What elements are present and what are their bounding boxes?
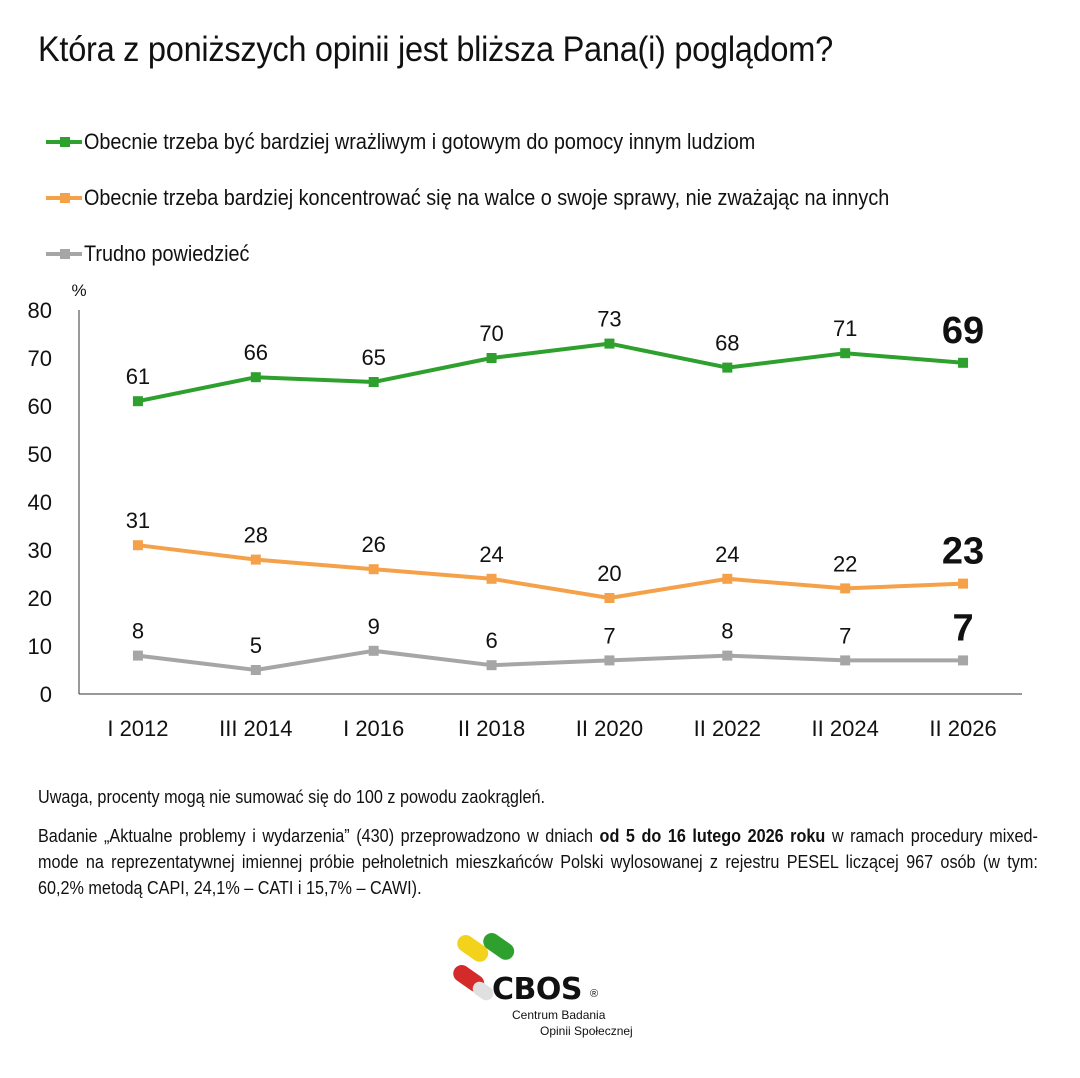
- data-point-marker: [722, 650, 733, 661]
- data-label: 28: [244, 523, 268, 548]
- methodology-text: Badanie „Aktualne problemy i wydarzenia”…: [38, 823, 1038, 901]
- data-label: 71: [833, 316, 857, 341]
- data-label: 24: [479, 542, 503, 567]
- data-label-latest: 7: [952, 607, 973, 649]
- data-point-marker: [958, 357, 969, 368]
- x-tick-label: II 2018: [458, 716, 525, 741]
- data-point-marker: [250, 554, 261, 565]
- data-label: 66: [244, 340, 268, 365]
- data-label: 26: [361, 532, 385, 557]
- x-tick-label: III 2014: [219, 716, 292, 741]
- data-point-marker: [368, 564, 379, 575]
- data-point-marker: [604, 593, 615, 603]
- data-point-marker: [132, 540, 143, 551]
- data-point-marker: [604, 655, 615, 666]
- legend-swatch-orange: [46, 188, 82, 208]
- x-tick-label: II 2026: [929, 716, 996, 741]
- y-tick-label: 50: [28, 442, 52, 467]
- data-label: 61: [126, 364, 150, 389]
- data-point-marker: [840, 583, 851, 594]
- methodology-dates: od 5 do 16 lutego 2026 roku: [599, 826, 826, 846]
- line-chart: 0 10 20 30 40 50 60 70 80% I 2012 III 2014 I 2016 II…: [28, 281, 1022, 741]
- logo-subtitle-2: Opinii Społecznej: [540, 1024, 633, 1038]
- data-point-marker: [486, 660, 497, 671]
- series-line-2: [137, 648, 964, 672]
- legend-swatch-green: [46, 132, 82, 152]
- data-label-latest: 69: [942, 310, 984, 352]
- footnote: Uwaga, procenty mogą nie sumować się do …: [38, 787, 545, 807]
- y-tick-label: 70: [28, 346, 52, 371]
- data-point-marker: [486, 573, 497, 584]
- y-tick-label: 30: [28, 538, 52, 563]
- x-tick-label: II 2024: [812, 716, 879, 741]
- data-label: 7: [603, 623, 615, 648]
- y-tick-label: 80: [28, 298, 52, 323]
- data-label: 20: [597, 561, 621, 586]
- y-tick-label: 0: [40, 682, 52, 707]
- data-point-marker: [958, 655, 969, 666]
- data-label: 73: [597, 307, 621, 332]
- data-label: 7: [839, 623, 851, 648]
- methodology-post: w ramach procedury mixed-mode na repreze…: [38, 826, 1038, 898]
- legend: Obecnie trzeba być bardziej wrażliwym i …: [46, 114, 979, 282]
- legend-item-helpful: Obecnie trzeba być bardziej wrażliwym i …: [46, 114, 979, 170]
- data-label: 24: [715, 542, 739, 567]
- cbos-logo: CBOS ® Centrum Badania Opinii Społecznej: [450, 932, 660, 1042]
- data-label: 68: [715, 331, 739, 356]
- data-label: 8: [132, 619, 144, 644]
- data-label: 9: [368, 614, 380, 639]
- legend-label: Obecnie trzeba być bardziej wrażliwym i …: [84, 129, 756, 154]
- data-point-marker: [368, 645, 379, 656]
- x-tick-label: II 2020: [576, 716, 643, 741]
- data-label: 8: [721, 619, 733, 644]
- x-tick-label: I 2016: [343, 716, 404, 741]
- logo-subtitle-1: Centrum Badania: [512, 1008, 606, 1022]
- chart-title: Która z poniższych opinii jest bliższa P…: [38, 30, 833, 69]
- data-point-marker: [840, 348, 851, 359]
- y-tick-label: 40: [28, 490, 52, 515]
- y-tick-label: 10: [28, 634, 52, 659]
- data-label: 70: [479, 321, 503, 346]
- data-point-marker: [250, 665, 261, 675]
- x-tick-label: I 2012: [107, 716, 168, 741]
- data-point-marker: [604, 338, 615, 349]
- data-point-marker: [250, 372, 261, 383]
- data-label: 5: [250, 633, 262, 658]
- legend-item-self-focused: Obecnie trzeba bardziej koncentrować się…: [46, 170, 979, 226]
- data-point-marker: [722, 362, 733, 373]
- data-point-marker: [722, 573, 733, 584]
- data-label: 31: [126, 508, 150, 533]
- series-line-0: [137, 341, 964, 404]
- legend-label: Obecnie trzeba bardziej koncentrować się…: [84, 185, 890, 210]
- y-axis-unit-label: %: [71, 281, 86, 300]
- data-point-marker: [132, 396, 143, 407]
- methodology-pre: Badanie „Aktualne problemy i wydarzenia”…: [38, 826, 600, 846]
- registered-mark: ®: [590, 988, 599, 1000]
- series-line-1: [137, 543, 964, 600]
- data-point-marker: [486, 353, 497, 363]
- data-label-latest: 23: [942, 531, 984, 573]
- data-label: 65: [361, 345, 385, 370]
- data-point-marker: [368, 377, 379, 387]
- data-point-marker: [958, 578, 969, 589]
- y-tick-label: 20: [28, 586, 52, 611]
- legend-label: Trudno powiedzieć: [84, 241, 250, 266]
- cbos-logo-text: CBOS: [492, 972, 583, 1007]
- cbos-logo-icon: [453, 933, 515, 1001]
- data-point-marker: [840, 655, 851, 666]
- x-tick-label: II 2022: [694, 716, 761, 741]
- data-label: 6: [485, 628, 497, 653]
- data-point-marker: [132, 650, 143, 661]
- legend-swatch-gray: [46, 244, 82, 264]
- y-tick-label: 60: [28, 394, 52, 419]
- legend-item-hard-to-say: Trudno powiedzieć: [46, 226, 979, 282]
- data-label: 22: [833, 551, 857, 576]
